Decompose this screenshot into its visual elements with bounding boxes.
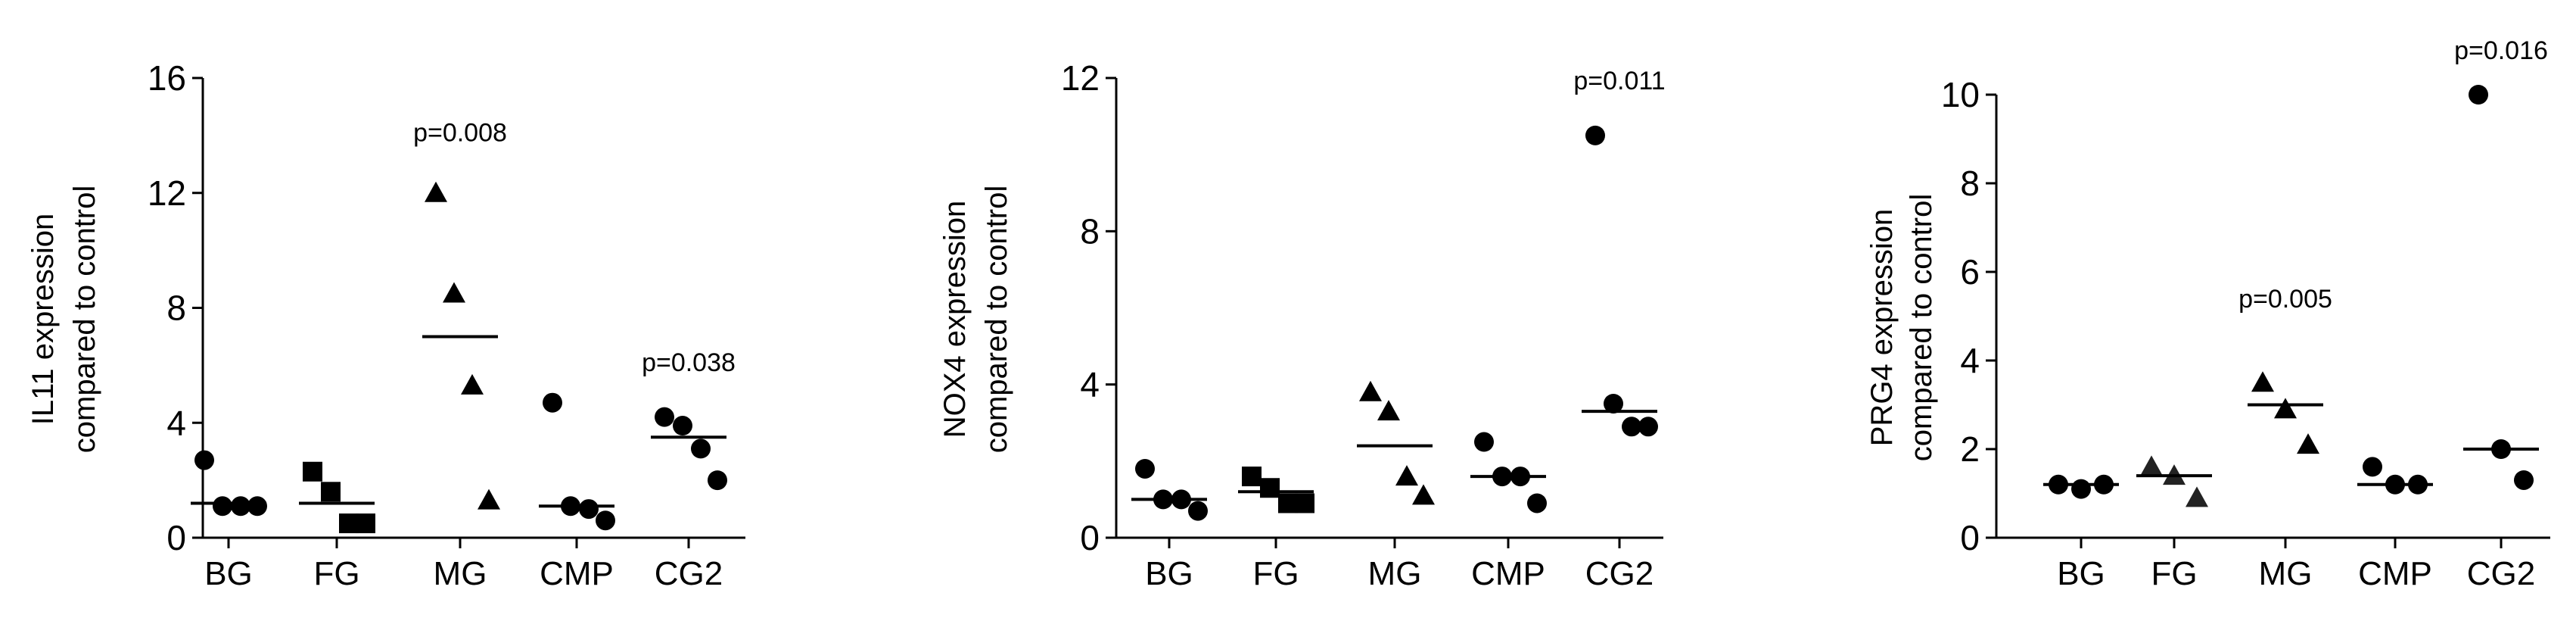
data-point-mg — [461, 373, 484, 395]
x-tick-label-cmp: CMP — [2358, 555, 2432, 592]
data-point-cmp — [579, 499, 599, 520]
data-point-cg2 — [2469, 85, 2488, 105]
data-point-cg2 — [708, 470, 727, 491]
x-tick-label-cmp: CMP — [1471, 555, 1545, 592]
y-tick-label: 10 — [1941, 75, 1980, 114]
data-point-fg — [1260, 478, 1280, 498]
y-axis-label-line-2: compared to control — [980, 186, 1013, 454]
y-tick-label: 12 — [1061, 58, 1100, 98]
y-axis-label-line-1: NOX4 expression — [938, 201, 972, 438]
data-point-fg — [321, 482, 341, 502]
data-point-fg — [1278, 493, 1298, 513]
data-point-cg2 — [1622, 417, 1641, 437]
data-point-fg — [1242, 467, 1262, 487]
data-point-fg — [356, 513, 375, 534]
y-tick-label: 0 — [166, 518, 186, 557]
data-point-cmp — [1474, 432, 1494, 452]
data-point-fg — [303, 461, 322, 482]
y-tick-label: 0 — [1080, 518, 1100, 557]
data-point-cmp — [1527, 493, 1547, 513]
data-point-fg — [339, 513, 359, 534]
y-tick-label: 6 — [1960, 252, 1980, 292]
data-point-mg — [478, 488, 500, 510]
data-point-fg — [2140, 455, 2163, 476]
y-axis-label-line-2: compared to control — [1905, 194, 1938, 462]
y-axis-label-line-1: PRG4 expression — [1865, 209, 1899, 446]
x-tick-label-cg2: CG2 — [1585, 555, 1654, 592]
x-tick-label-bg: BG — [2057, 555, 2105, 592]
p-value-annotation-mg: p=0.008 — [413, 118, 507, 147]
chart-panel-2: 0 4 8 12 BG FG MG CMP CG2 NOX4 expression compared… — [938, 58, 1666, 592]
x-tick-label-bg: BG — [1145, 555, 1193, 592]
y-tick-label: 16 — [148, 58, 186, 98]
data-point-fg — [1295, 493, 1314, 513]
data-point-cg2 — [1638, 417, 1658, 437]
x-tick-label-mg: MG — [1368, 555, 1422, 592]
x-tick-label-cg2: CG2 — [2467, 555, 2535, 592]
y-axis-label-line-1: IL11 expression — [26, 214, 60, 425]
data-point-mg — [2297, 433, 2319, 454]
data-point-mg — [2251, 371, 2274, 392]
x-tick-label-bg: BG — [204, 555, 253, 592]
data-point-bg — [213, 496, 232, 517]
data-point-mg — [443, 282, 465, 303]
y-tick-label: 0 — [1960, 518, 1980, 557]
x-tick-label-fg: FG — [313, 555, 359, 592]
x-tick-label-mg: MG — [434, 555, 487, 592]
data-point-cg2 — [691, 439, 711, 459]
y-tick-label: 8 — [1960, 164, 1980, 203]
chart-panel-1: 0 4 8 12 16 BG FG MG CMP CG2 IL11 expression compar… — [26, 58, 745, 592]
data-point-cmp — [596, 510, 615, 531]
data-point-bg — [2071, 479, 2091, 499]
data-point-bg — [194, 450, 214, 470]
data-point-mg — [1377, 400, 1400, 421]
data-point-cmp — [543, 392, 562, 413]
data-point-bg — [1188, 501, 1208, 521]
y-tick-label: 2 — [1960, 429, 1980, 469]
x-tick-label-cg2: CG2 — [655, 555, 723, 592]
data-point-cg2 — [2514, 470, 2534, 490]
data-point-fg — [2186, 486, 2208, 507]
y-tick-label: 12 — [148, 173, 186, 213]
p-value-annotation-cg2: p=0.038 — [642, 348, 736, 377]
x-tick-label-mg: MG — [2259, 555, 2313, 592]
y-axis-label-line-2: compared to control — [68, 186, 101, 454]
y-tick-label: 8 — [1080, 211, 1100, 251]
y-tick-label: 8 — [166, 289, 186, 328]
y-tick-label: 4 — [1080, 365, 1100, 404]
p-value-annotation-cg2: p=0.016 — [2454, 36, 2548, 65]
data-point-bg — [247, 496, 267, 517]
x-tick-label-fg: FG — [1252, 555, 1299, 592]
p-value-annotation-cg2: p=0.011 — [1573, 67, 1665, 95]
data-point-cg2 — [655, 407, 674, 427]
data-point-cg2 — [1604, 393, 1623, 414]
data-point-mg — [425, 181, 447, 202]
x-tick-label-cmp: CMP — [540, 555, 614, 592]
data-point-bg — [231, 496, 250, 517]
data-point-cmp — [2363, 457, 2382, 477]
data-point-cg2 — [673, 416, 692, 436]
data-point-mg — [2274, 398, 2297, 419]
p-value-annotation-mg: p=0.005 — [2238, 285, 2332, 314]
chart-panel-3: 0 2 4 6 8 10 BG FG MG CMP CG2 PRG4 expression compar… — [1865, 36, 2550, 592]
x-tick-label-fg: FG — [2151, 555, 2197, 592]
data-point-mg — [1412, 484, 1435, 505]
data-point-cg2 — [1585, 125, 1605, 145]
y-tick-label: 4 — [166, 403, 186, 442]
data-point-mg — [1395, 465, 1418, 486]
data-point-bg — [1135, 458, 1155, 479]
y-tick-label: 4 — [1960, 341, 1980, 380]
data-point-mg — [1359, 380, 1382, 401]
